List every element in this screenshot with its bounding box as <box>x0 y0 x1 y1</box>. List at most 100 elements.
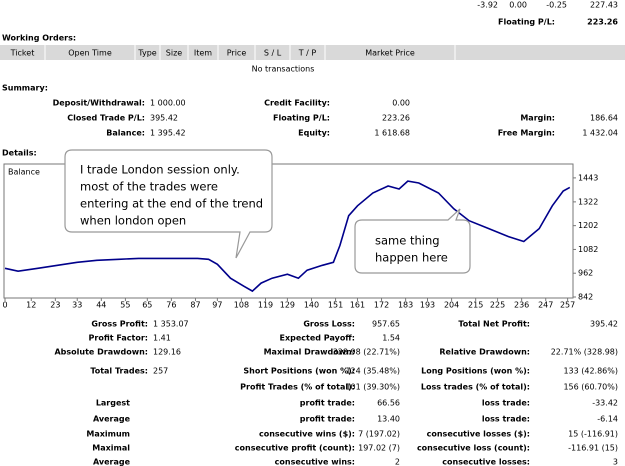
y-tick-label: 1322 <box>578 197 598 206</box>
callout-bubble <box>354 208 471 274</box>
row-value: -116.91 (15) <box>568 444 618 453</box>
row-value: 1 618.68 <box>374 129 410 138</box>
x-tick-label: 76 <box>166 301 176 310</box>
row-label: Credit Facility: <box>264 99 330 108</box>
top-value: -0.25 <box>546 1 567 10</box>
floating-value: 223.26 <box>587 18 618 27</box>
row-label: profit trade: <box>300 399 355 408</box>
x-tick-label: 183 <box>398 301 413 310</box>
callout-text: I trade London session only. <box>80 163 240 177</box>
row-label: Maximal <box>92 444 130 453</box>
row-label: Maximal Drawdown: <box>264 348 355 357</box>
y-tick-label: 842 <box>578 293 593 302</box>
row-label: loss trade: <box>482 399 530 408</box>
row-label: Loss trades (% of total): <box>421 383 530 392</box>
row-label: consecutive wins ($): <box>259 430 355 439</box>
x-tick-label: 119 <box>258 301 273 310</box>
row-label: consecutive wins: <box>275 458 355 466</box>
row-value: 1.41 <box>153 334 171 343</box>
row-value: 22.71% (328.98) <box>551 348 618 357</box>
x-tick-label: 108 <box>234 301 249 310</box>
row-value: 197.02 (7) <box>358 444 400 453</box>
row-value: 13.40 <box>377 415 400 424</box>
row-value: 186.64 <box>590 114 618 123</box>
x-tick-label: 23 <box>50 301 60 310</box>
row-label: Closed Trade P/L: <box>67 114 145 123</box>
row-value: 156 (60.70%) <box>563 383 618 392</box>
y-tick-label: 1082 <box>578 245 598 254</box>
row-label: Relative Drawdown: <box>439 348 530 357</box>
row-label: Margin: <box>520 114 555 123</box>
x-tick-label: 204 <box>444 301 459 310</box>
column-header: Size <box>166 49 183 58</box>
row-value: 124 (35.48%) <box>345 367 400 376</box>
row-label: Balance: <box>106 129 145 138</box>
balance-line <box>4 180 571 293</box>
section-title: Details: <box>2 149 37 158</box>
column-header: Ticket <box>10 49 35 58</box>
column-header: Market Price <box>365 49 415 58</box>
row-value: 1 432.04 <box>582 129 618 138</box>
section-title: Working Orders: <box>2 34 76 43</box>
row-value: 1 353.07 <box>153 320 189 329</box>
row-label: consecutive losses: <box>442 458 530 466</box>
row-label: Deposit/Withdrawal: <box>53 99 145 108</box>
row-value: 1 395.42 <box>150 129 186 138</box>
x-tick-label: 161 <box>350 301 365 310</box>
row-value: 328.98 (22.71%) <box>333 348 400 357</box>
x-tick-label: 172 <box>374 301 389 310</box>
row-label: Free Margin: <box>498 129 555 138</box>
row-label: consecutive losses ($): <box>427 430 530 439</box>
callout-text: entering at the end of the trend <box>80 197 263 211</box>
row-value: 2 <box>395 458 400 466</box>
row-label: loss trade: <box>482 415 530 424</box>
y-tick-label: 1443 <box>578 173 598 182</box>
row-value: -6.14 <box>597 415 618 424</box>
row-label: consecutive profit (count): <box>235 444 355 453</box>
column-header: Item <box>194 49 212 58</box>
row-value: 66.56 <box>377 399 400 408</box>
column-header: T / P <box>298 49 317 58</box>
row-value: 129.16 <box>153 348 181 357</box>
x-tick-label: 247 <box>538 301 553 310</box>
y-tick-label: 1202 <box>578 221 598 230</box>
legend-label: Balance <box>8 168 40 177</box>
row-label: Short Positions (won %): <box>243 367 355 376</box>
row-label: Long Positions (won %): <box>421 367 530 376</box>
column-header: Type <box>137 49 156 58</box>
row-label: profit trade: <box>300 415 355 424</box>
row-value: 133 (42.86%) <box>563 367 618 376</box>
row-label: Profit Factor: <box>89 334 148 343</box>
x-tick-label: 87 <box>190 301 200 310</box>
row-label: Expected Payoff: <box>280 334 355 343</box>
x-tick-label: 0 <box>2 301 7 310</box>
x-tick-label: 225 <box>490 301 505 310</box>
x-tick-label: 12 <box>26 301 36 310</box>
row-label: Maximum <box>86 430 130 439</box>
section-title: Summary: <box>2 84 48 93</box>
row-value: 3 <box>613 458 618 466</box>
row-value: 395.42 <box>590 320 618 329</box>
top-value: 0.00 <box>509 1 527 10</box>
row-label: Largest <box>96 399 130 408</box>
row-value: -33.42 <box>592 399 618 408</box>
callout-text: happen here <box>375 251 448 265</box>
callout-text: when london open <box>80 214 186 228</box>
row-label: Average <box>93 458 131 466</box>
chart-marks <box>4 177 576 301</box>
column-header: Open Time <box>68 49 112 58</box>
row-label: Floating P/L: <box>273 114 330 123</box>
x-tick-label: 97 <box>212 301 222 310</box>
top-value: 227.43 <box>590 1 618 10</box>
row-label: Gross Profit: <box>91 320 148 329</box>
x-tick-label: 140 <box>304 301 319 310</box>
row-label: Total Net Profit: <box>458 320 530 329</box>
row-label: Total Trades: <box>90 367 148 376</box>
x-tick-label: 55 <box>120 301 130 310</box>
x-tick-label: 236 <box>514 301 529 310</box>
row-value: 0.00 <box>392 99 410 108</box>
callout-bubble <box>64 149 273 259</box>
x-tick-label: 215 <box>468 301 483 310</box>
